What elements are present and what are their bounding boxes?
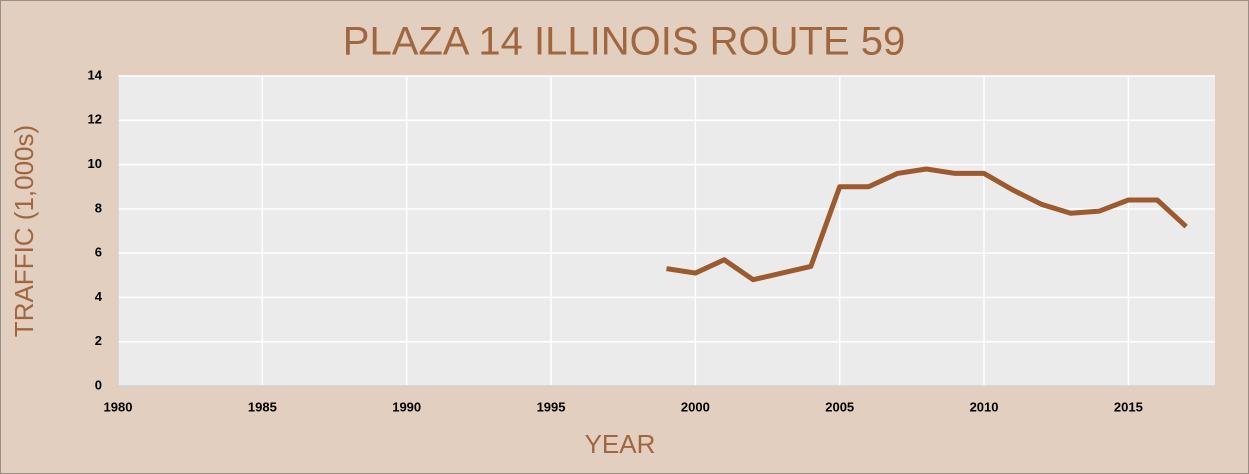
plot-area [118,76,1215,386]
chart-title: PLAZA 14 ILLINOIS ROUTE 59 [343,20,905,64]
x-tick-label: 1985 [248,399,277,414]
x-tick-label: 2000 [681,399,710,414]
y-tick-label: 0 [95,377,102,392]
y-tick-label: 4 [95,289,103,304]
x-tick-label: 2010 [970,399,999,414]
x-tick-label: 1995 [537,399,566,414]
y-tick-label: 6 [95,245,102,260]
x-tick-label: 2015 [1114,399,1143,414]
x-tick-label: 1990 [392,399,421,414]
x-tick-label: 2005 [825,399,854,414]
y-tick-label: 12 [88,112,102,127]
x-axis-label: YEAR [585,429,656,459]
x-tick-label: 1980 [104,399,133,414]
y-axis-label: TRAFFIC (1,000s) [9,125,39,337]
y-tick-label: 10 [88,156,102,171]
y-tick-label: 2 [95,333,102,348]
y-tick-label: 14 [88,67,103,82]
y-tick-label: 8 [95,200,102,215]
data-line [666,166,1188,283]
